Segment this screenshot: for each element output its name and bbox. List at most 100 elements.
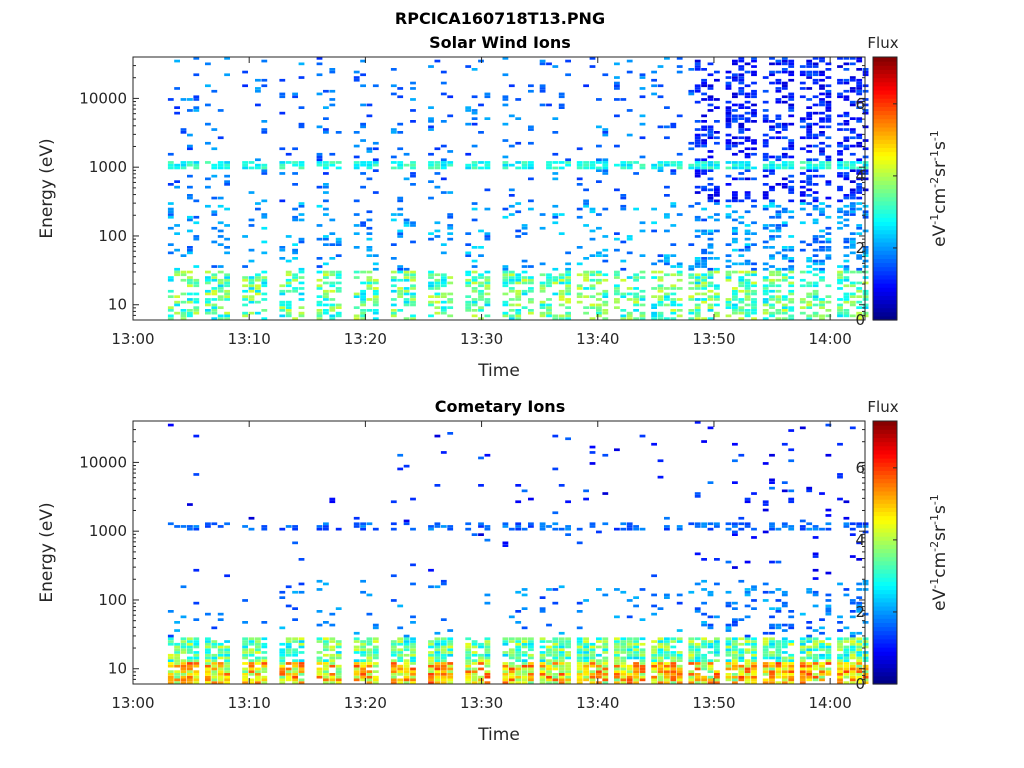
heatmap-cell (539, 59, 546, 63)
heatmap-cell (502, 265, 509, 268)
heatmap-cell (180, 662, 187, 665)
heatmap-cell (502, 664, 509, 668)
heatmap-cell (576, 653, 583, 657)
heatmap-cell (447, 675, 454, 679)
colorbar-swatch (873, 655, 897, 660)
heatmap-cell (781, 248, 788, 252)
heatmap-cell (744, 662, 751, 665)
heatmap-cell (843, 681, 850, 684)
heatmap-cell (694, 158, 701, 162)
heatmap-cell (849, 161, 856, 164)
heatmap-cell (769, 270, 775, 274)
heatmap-cell (856, 607, 863, 610)
heatmap-cell (837, 166, 843, 170)
heatmap-cell (843, 174, 850, 178)
heatmap-cell (819, 618, 825, 621)
heatmap-cell (434, 662, 441, 665)
heatmap-cell (242, 621, 248, 624)
heatmap-cell (576, 670, 583, 673)
heatmap-cell (205, 311, 211, 315)
heatmap-cell (707, 237, 714, 241)
colorbar-swatch (873, 499, 897, 504)
colorbar-tick-label: 4 (855, 167, 865, 185)
heatmap-cell (781, 70, 788, 74)
heatmap-cell (316, 588, 323, 591)
heatmap-cell (484, 287, 491, 290)
heatmap-cell (440, 278, 447, 282)
heatmap-cell (428, 527, 434, 531)
heatmap-cell (248, 287, 255, 290)
heatmap-cell (528, 281, 534, 285)
heatmap-cell (447, 95, 454, 99)
heatmap-cell (799, 180, 806, 183)
heatmap-cell (670, 287, 677, 290)
heatmap-cell (440, 642, 447, 646)
heatmap-cell (353, 199, 360, 203)
heatmap-cell (825, 610, 832, 613)
heatmap-cell (292, 662, 298, 665)
heatmap-cell (701, 257, 707, 260)
heatmap-cell (762, 673, 769, 676)
heatmap-cell (738, 667, 745, 671)
heatmap-cell (323, 642, 329, 646)
heatmap-cell (856, 287, 863, 290)
heatmap-cell (738, 656, 745, 660)
heatmap-cell (812, 637, 819, 641)
heatmap-cell (620, 522, 627, 526)
heatmap-cell (775, 317, 782, 320)
heatmap-cell (397, 681, 404, 684)
heatmap-cell (261, 166, 268, 170)
heatmap-cell (849, 284, 856, 288)
heatmap-cell (261, 681, 268, 684)
heatmap-cell (762, 637, 769, 641)
heatmap-cell (825, 645, 832, 649)
heatmap-cell (688, 645, 695, 649)
heatmap-cell (688, 653, 695, 657)
heatmap-cell (508, 281, 515, 285)
heatmap-cell (819, 100, 825, 104)
heatmap-cell (167, 659, 174, 662)
heatmap-cell (316, 667, 323, 671)
heatmap-cell (744, 497, 751, 501)
heatmap-cell (316, 311, 323, 315)
heatmap-cell (806, 213, 813, 216)
heatmap-cell (596, 664, 602, 668)
heatmap-cell (552, 673, 559, 676)
heatmap-cell (335, 314, 342, 318)
heatmap-cell (732, 62, 738, 66)
heatmap-cell (769, 215, 775, 219)
heatmap-cell (279, 161, 286, 164)
heatmap-cell (843, 675, 850, 679)
heatmap-cell (187, 218, 193, 222)
colorbar-swatch (873, 634, 897, 640)
heatmap-cell (799, 136, 806, 140)
colorbar-swatch (873, 544, 897, 549)
colorbar-tick-label: 0 (855, 311, 865, 329)
x-tick-label: 13:50 (692, 330, 735, 348)
heatmap-cell (781, 306, 788, 309)
heatmap-cell (825, 136, 832, 140)
heatmap-cell (552, 172, 559, 175)
heatmap-cell (781, 87, 788, 90)
heatmap-cell (515, 273, 522, 277)
heatmap-cell (528, 637, 534, 641)
heatmap-cell (316, 670, 323, 673)
heatmap-cell (856, 224, 863, 227)
heatmap-cell (434, 637, 441, 641)
heatmap-cell (775, 588, 782, 591)
heatmap-cell (353, 631, 360, 635)
heatmap-cell (589, 670, 596, 673)
heatmap-cell (508, 648, 515, 652)
heatmap-cell (862, 292, 869, 296)
heatmap-cell (862, 265, 869, 268)
heatmap-cell (843, 95, 850, 99)
heatmap-cell (799, 525, 806, 528)
heatmap-cell (546, 651, 552, 654)
heatmap-cell (465, 306, 472, 309)
heatmap-cell (676, 270, 683, 274)
heatmap-cell (360, 673, 366, 676)
heatmap-cell (174, 87, 180, 90)
heatmap-cell (471, 533, 478, 536)
heatmap-cell (217, 109, 224, 112)
heatmap-cell (825, 659, 832, 662)
